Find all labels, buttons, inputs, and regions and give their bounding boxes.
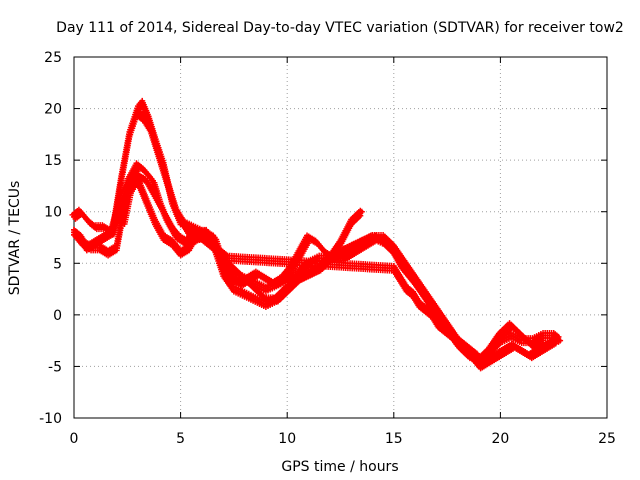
x-tick-label: 20 [491,431,509,447]
y-tick-label: 0 [53,308,62,324]
data-point [555,333,562,340]
x-tick-label: 0 [70,431,79,447]
x-tick-label: 10 [278,431,296,447]
y-tick-label: 25 [44,50,62,66]
y-tick-label: -10 [39,411,62,427]
data-point [358,208,365,215]
y-tick-label: 10 [44,205,62,221]
x-tick-label: 25 [598,431,616,447]
y-tick-label: -5 [48,359,62,375]
data-point [536,336,543,343]
series-track-3 [71,170,365,311]
data-point [479,359,486,366]
data-points [69,97,564,372]
chart-title: Day 111 of 2014, Sidereal Day-to-day VTE… [56,20,624,36]
data-point [552,337,559,344]
y-tick-label: 20 [44,102,62,118]
y-tick-label: 15 [44,153,62,169]
data-point [540,337,547,344]
data-point [479,364,486,371]
data-point [549,336,556,343]
series-track-1 [71,97,564,367]
y-axis-label: SDTVAR / TECUs [7,181,23,296]
x-tick-label: 15 [385,431,403,447]
data-point [480,363,487,370]
x-tick-label: 5 [176,431,185,447]
data-point [357,212,364,219]
series-track-5 [134,108,487,371]
y-tick-label: 5 [53,256,62,272]
axis-ticks: 0 5 10 15 20 25 -10 -5 0 5 10 15 20 25 [39,50,616,447]
x-axis-label: GPS time / hours [281,459,398,475]
